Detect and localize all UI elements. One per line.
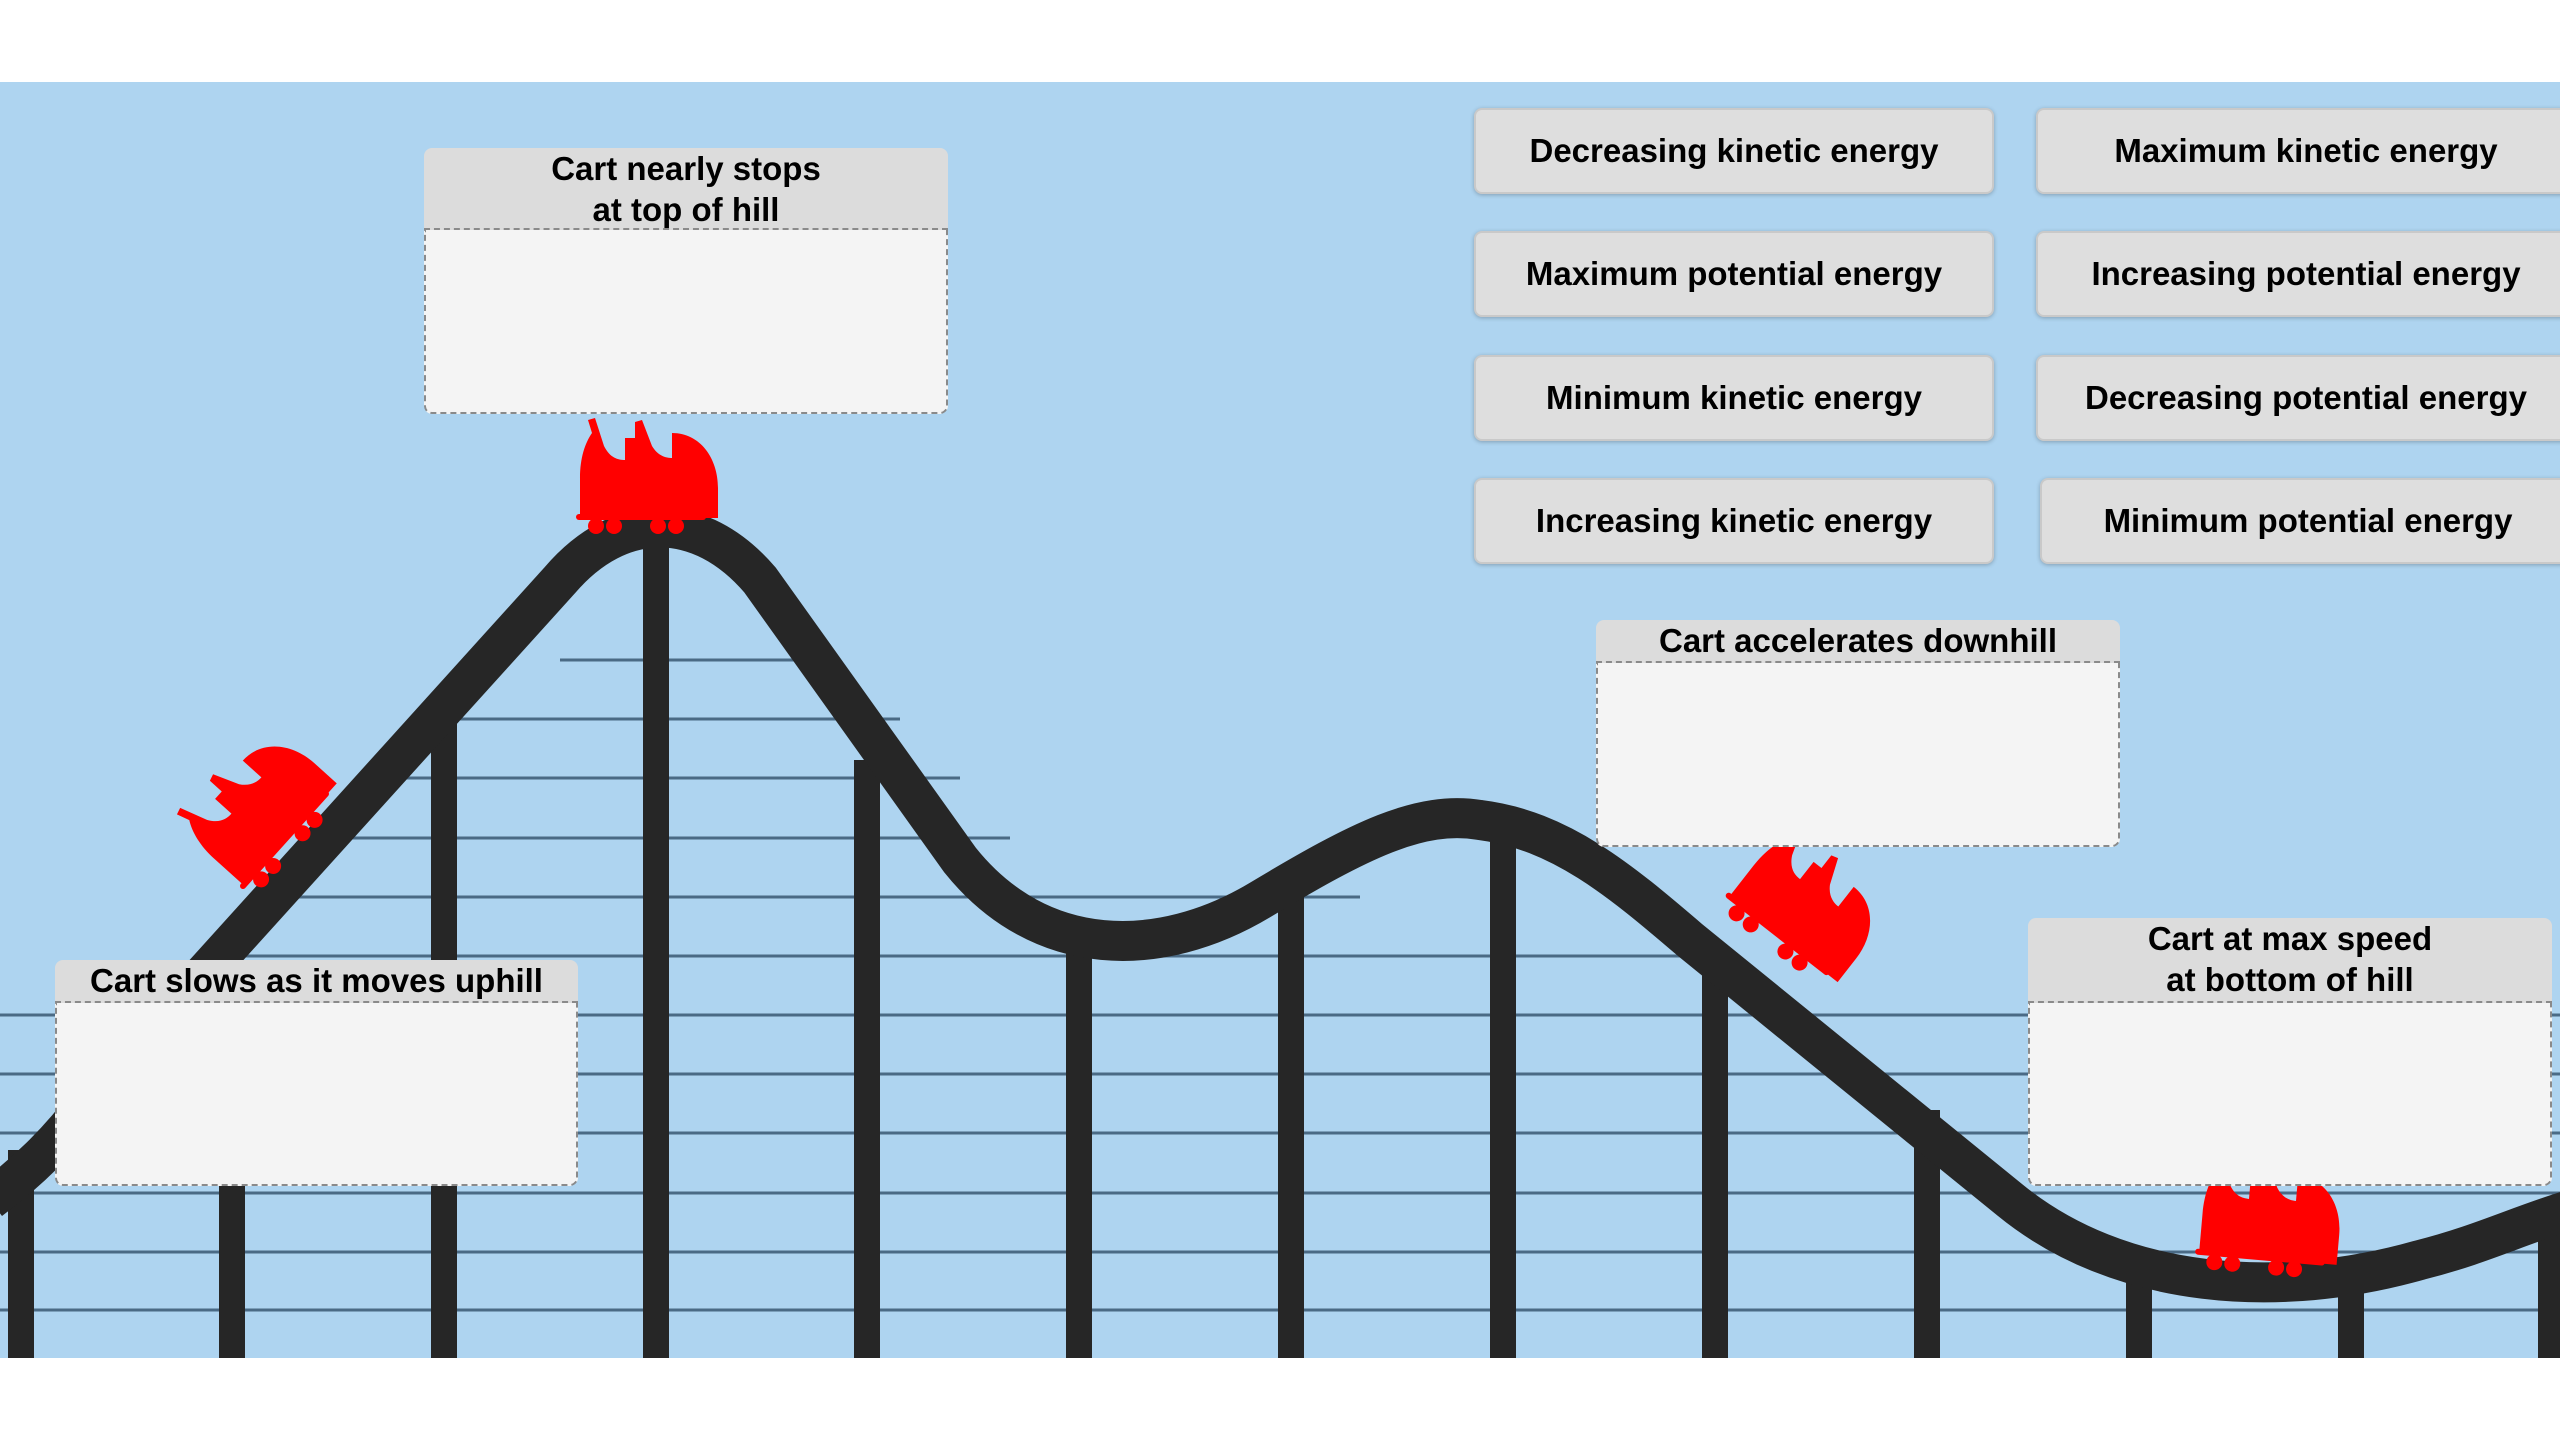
answer-chip-maximum-kinetic[interactable]: Maximum kinetic energy bbox=[2036, 108, 2560, 194]
roller-coaster-illustration bbox=[0, 418, 2560, 1358]
answer-chip-decreasing-potential[interactable]: Decreasing potential energy bbox=[2036, 355, 2560, 441]
drop-zone-label: Cart slows as it moves uphill bbox=[55, 960, 578, 1003]
drop-zone-target[interactable] bbox=[1596, 663, 2120, 847]
drop-zone-top-of-hill[interactable]: Cart nearly stops at top of hill bbox=[424, 148, 948, 414]
answer-chip-increasing-potential[interactable]: Increasing potential energy bbox=[2036, 231, 2560, 317]
drop-zone-target[interactable] bbox=[55, 1003, 578, 1186]
coaster-track bbox=[0, 507, 2560, 1303]
drop-zone-bottom-of-hill[interactable]: Cart at max speed at bottom of hill bbox=[2028, 918, 2552, 1186]
answer-chip-maximum-potential[interactable]: Maximum potential energy bbox=[1474, 231, 1994, 317]
answer-chip-minimum-potential[interactable]: Minimum potential energy bbox=[2040, 478, 2560, 564]
drop-zone-target[interactable] bbox=[2028, 1003, 2552, 1186]
support-pillars bbox=[8, 540, 2560, 1358]
answer-chip-minimum-kinetic[interactable]: Minimum kinetic energy bbox=[1474, 355, 1994, 441]
answer-chip-increasing-kinetic[interactable]: Increasing kinetic energy bbox=[1474, 478, 1994, 564]
answer-chip-decreasing-kinetic[interactable]: Decreasing kinetic energy bbox=[1474, 108, 1994, 194]
drop-zone-accelerates-downhill[interactable]: Cart accelerates downhill bbox=[1596, 620, 2120, 847]
drop-zone-label: Cart at max speed at bottom of hill bbox=[2028, 918, 2552, 1003]
drop-zone-target[interactable] bbox=[424, 230, 948, 414]
drop-zone-label: Cart nearly stops at top of hill bbox=[424, 148, 948, 230]
drop-zone-moves-uphill[interactable]: Cart slows as it moves uphill bbox=[55, 960, 578, 1186]
drop-zone-label: Cart accelerates downhill bbox=[1596, 620, 2120, 663]
roller-coaster-activity: Cart nearly stops at top of hill Cart sl… bbox=[0, 82, 2560, 1358]
cart-icon bbox=[576, 418, 718, 534]
